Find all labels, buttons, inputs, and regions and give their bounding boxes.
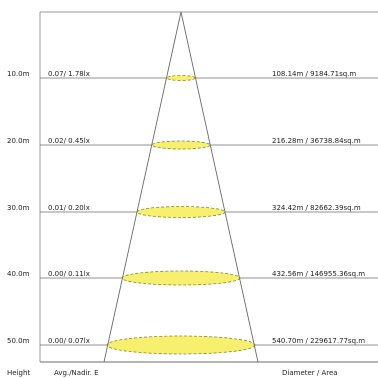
diameter-area-label-4: 432.56m / 146955.36sq.m bbox=[272, 270, 365, 278]
height-label-3: 30.0m bbox=[7, 204, 30, 212]
illuminance-label-4: 0.00/ 0.11lx bbox=[48, 270, 90, 278]
diameter-area-label-3: 324.42m / 82662.39sq.m bbox=[272, 204, 361, 212]
beam-cone-left-edge bbox=[103, 11, 182, 363]
diameter-area-label-1: 108.14m / 9184.71sq.m bbox=[272, 70, 356, 78]
footer-diameter-label: Diameter / Area bbox=[282, 369, 338, 377]
height-label-5: 50.0m bbox=[7, 337, 30, 345]
light-spot-3 bbox=[136, 206, 226, 218]
footer-illuminance-label: Avg./Nadir. E bbox=[54, 369, 99, 377]
diameter-area-label-2: 216.28m / 36738.84sq.m bbox=[272, 137, 361, 145]
height-label-4: 40.0m bbox=[7, 270, 30, 278]
light-spot-2 bbox=[151, 140, 211, 150]
footer-height-label: Height bbox=[7, 369, 30, 377]
light-spot-1 bbox=[166, 75, 196, 81]
illuminance-label-1: 0.07/ 1.78lx bbox=[48, 70, 90, 78]
light-spot-4 bbox=[121, 270, 241, 286]
height-label-2: 20.0m bbox=[7, 137, 30, 145]
illuminance-label-3: 0.01/ 0.20lx bbox=[48, 204, 90, 212]
beam-cone-right-edge bbox=[180, 11, 259, 363]
illuminance-label-2: 0.02/ 0.45lx bbox=[48, 137, 90, 145]
diameter-area-label-5: 540.70m / 229617.77sq.m bbox=[272, 337, 365, 345]
illuminance-label-5: 0.00/ 0.07lx bbox=[48, 337, 90, 345]
height-label-1: 10.0m bbox=[7, 70, 30, 78]
light-spot-5 bbox=[106, 335, 256, 355]
